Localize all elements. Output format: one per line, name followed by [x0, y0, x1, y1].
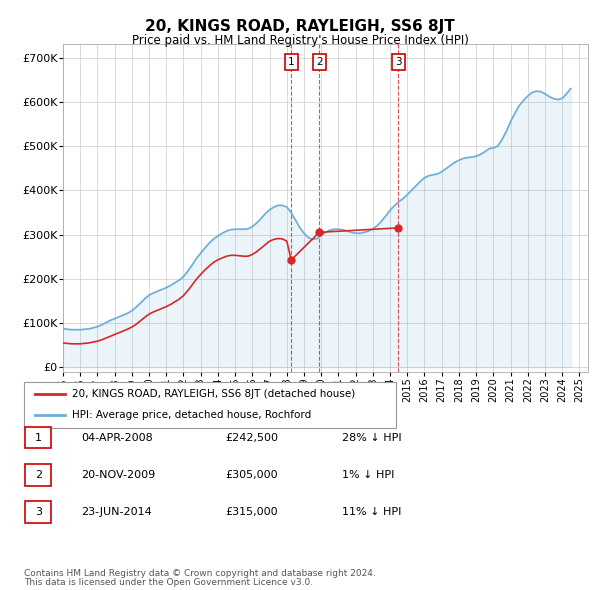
Text: 3: 3 — [35, 507, 42, 517]
Text: This data is licensed under the Open Government Licence v3.0.: This data is licensed under the Open Gov… — [24, 578, 313, 587]
Text: 20, KINGS ROAD, RAYLEIGH, SS6 8JT: 20, KINGS ROAD, RAYLEIGH, SS6 8JT — [145, 19, 455, 34]
Text: 2: 2 — [316, 57, 323, 67]
Text: 20-NOV-2009: 20-NOV-2009 — [81, 470, 155, 480]
Text: 04-APR-2008: 04-APR-2008 — [81, 433, 153, 442]
Text: £242,500: £242,500 — [225, 433, 278, 442]
Text: Contains HM Land Registry data © Crown copyright and database right 2024.: Contains HM Land Registry data © Crown c… — [24, 569, 376, 578]
Text: 20, KINGS ROAD, RAYLEIGH, SS6 8JT (detached house): 20, KINGS ROAD, RAYLEIGH, SS6 8JT (detac… — [73, 389, 356, 399]
Text: 28% ↓ HPI: 28% ↓ HPI — [342, 433, 401, 442]
FancyBboxPatch shape — [25, 427, 52, 448]
FancyBboxPatch shape — [24, 382, 396, 428]
Text: 1% ↓ HPI: 1% ↓ HPI — [342, 470, 394, 480]
Text: 2: 2 — [35, 470, 42, 480]
Text: 1: 1 — [288, 57, 295, 67]
FancyBboxPatch shape — [25, 502, 52, 523]
FancyBboxPatch shape — [25, 464, 52, 486]
Text: 11% ↓ HPI: 11% ↓ HPI — [342, 507, 401, 517]
Text: HPI: Average price, detached house, Rochford: HPI: Average price, detached house, Roch… — [73, 410, 311, 420]
Text: £305,000: £305,000 — [225, 470, 278, 480]
Text: Price paid vs. HM Land Registry's House Price Index (HPI): Price paid vs. HM Land Registry's House … — [131, 34, 469, 47]
Text: 23-JUN-2014: 23-JUN-2014 — [81, 507, 152, 517]
Text: £315,000: £315,000 — [225, 507, 278, 517]
Text: 1: 1 — [35, 433, 42, 442]
Text: 3: 3 — [395, 57, 401, 67]
